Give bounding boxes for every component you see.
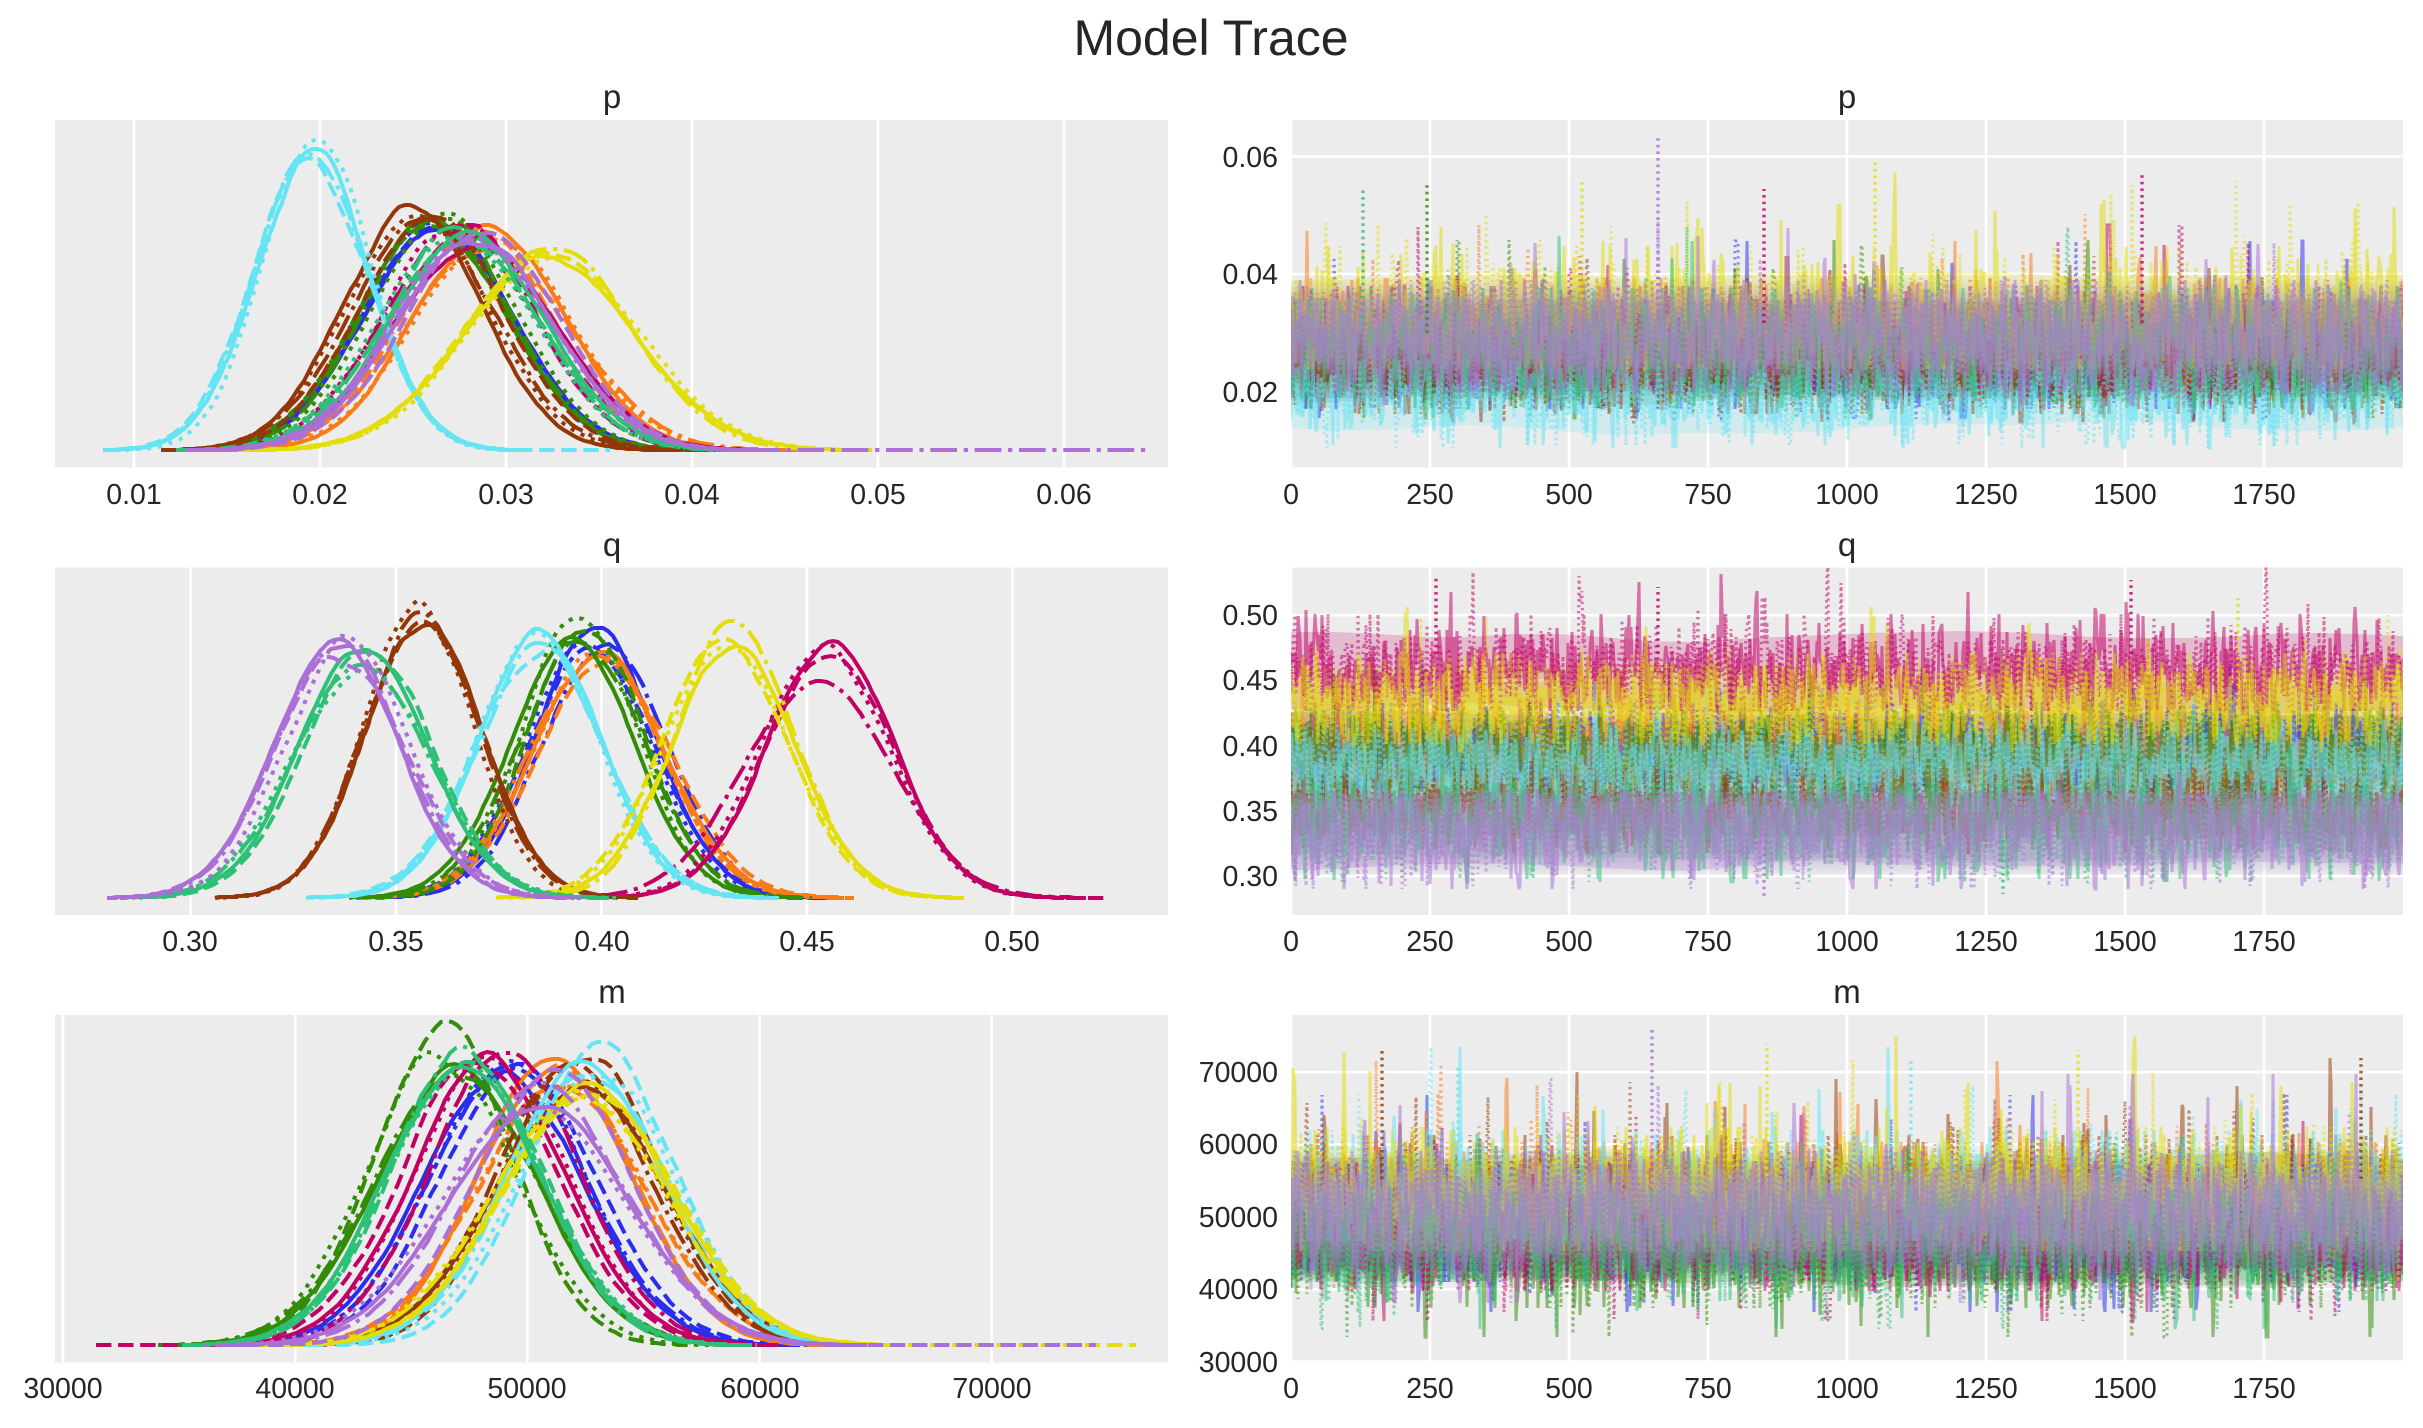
svg-text:250: 250: [1406, 479, 1454, 511]
svg-text:0.30: 0.30: [162, 926, 217, 958]
svg-text:1500: 1500: [2093, 926, 2156, 958]
svg-text:m: m: [598, 973, 626, 1010]
svg-text:60000: 60000: [720, 1373, 799, 1405]
svg-text:0.01: 0.01: [106, 479, 161, 511]
svg-text:0.06: 0.06: [1036, 479, 1091, 511]
svg-text:1500: 1500: [2093, 479, 2156, 511]
svg-text:0.50: 0.50: [984, 926, 1039, 958]
svg-text:750: 750: [1684, 926, 1732, 958]
svg-text:50000: 50000: [1199, 1202, 1278, 1234]
svg-text:1250: 1250: [1954, 1373, 2017, 1405]
svg-text:0.35: 0.35: [1223, 796, 1278, 828]
svg-text:0.50: 0.50: [1223, 600, 1278, 632]
svg-text:0.02: 0.02: [292, 479, 347, 511]
svg-text:1250: 1250: [1954, 926, 2017, 958]
svg-text:p: p: [1838, 78, 1856, 115]
svg-text:750: 750: [1684, 479, 1732, 511]
svg-text:500: 500: [1545, 1373, 1593, 1405]
svg-text:1000: 1000: [1815, 926, 1878, 958]
svg-text:0.35: 0.35: [368, 926, 423, 958]
svg-text:m: m: [1833, 973, 1861, 1010]
svg-text:0: 0: [1283, 926, 1299, 958]
svg-text:0.04: 0.04: [664, 479, 720, 511]
svg-text:q: q: [1838, 526, 1856, 563]
svg-text:1250: 1250: [1954, 479, 2017, 511]
svg-text:0.02: 0.02: [1223, 377, 1278, 409]
svg-text:0.30: 0.30: [1223, 861, 1278, 893]
svg-text:0.40: 0.40: [574, 926, 629, 958]
svg-text:250: 250: [1406, 926, 1454, 958]
svg-text:30000: 30000: [23, 1373, 102, 1405]
svg-text:40000: 40000: [255, 1373, 334, 1405]
svg-text:40000: 40000: [1199, 1274, 1278, 1306]
svg-text:1750: 1750: [2232, 479, 2295, 511]
svg-text:0.05: 0.05: [850, 479, 905, 511]
svg-text:500: 500: [1545, 479, 1593, 511]
svg-text:60000: 60000: [1199, 1129, 1278, 1161]
svg-text:30000: 30000: [1199, 1347, 1278, 1379]
svg-text:0: 0: [1283, 1373, 1299, 1405]
svg-text:0.06: 0.06: [1223, 142, 1278, 174]
svg-text:1000: 1000: [1815, 479, 1878, 511]
svg-text:750: 750: [1684, 1373, 1732, 1405]
svg-text:70000: 70000: [952, 1373, 1031, 1405]
svg-text:500: 500: [1545, 926, 1593, 958]
svg-text:1500: 1500: [2093, 1373, 2156, 1405]
svg-text:0.04: 0.04: [1223, 259, 1279, 291]
svg-text:0.45: 0.45: [1223, 665, 1278, 697]
svg-text:0.45: 0.45: [779, 926, 834, 958]
svg-text:1000: 1000: [1815, 1373, 1878, 1405]
svg-text:0: 0: [1283, 479, 1299, 511]
svg-text:p: p: [603, 78, 621, 115]
svg-text:q: q: [603, 526, 621, 563]
svg-text:1750: 1750: [2232, 1373, 2295, 1405]
svg-text:0.40: 0.40: [1223, 731, 1278, 763]
svg-text:70000: 70000: [1199, 1057, 1278, 1089]
svg-text:1750: 1750: [2232, 926, 2295, 958]
svg-text:250: 250: [1406, 1373, 1454, 1405]
svg-text:Model Trace: Model Trace: [1073, 10, 1348, 66]
svg-text:50000: 50000: [487, 1373, 566, 1405]
svg-text:0.03: 0.03: [478, 479, 533, 511]
